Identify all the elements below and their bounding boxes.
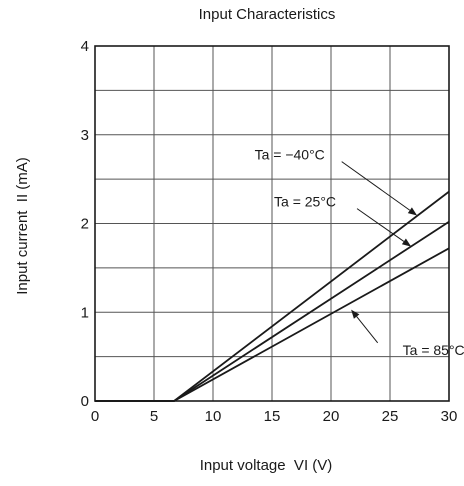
leader-line: [342, 162, 410, 211]
arrowhead: [351, 310, 359, 319]
x-tick-label: 30: [441, 408, 458, 425]
y-tick-label: 1: [81, 304, 89, 321]
y-axis-ticks: 0 1 2 3 4: [81, 38, 89, 410]
x-tick-label: 5: [150, 408, 158, 425]
x-axis-ticks: 0 5 10 15 20 25 30: [91, 408, 458, 425]
chart-title: Input Characteristics: [199, 6, 336, 23]
series-label: Ta = −40°C: [255, 147, 325, 163]
series-label: Ta = 25°C: [274, 194, 336, 210]
series-annotations: Ta = −40°C Ta = 25°C Ta = 85°C: [255, 147, 464, 358]
y-tick-label: 0: [81, 393, 89, 410]
y-tick-label: 3: [81, 127, 89, 144]
x-axis-title: Input voltage VI (V): [200, 457, 333, 474]
arrowhead: [408, 207, 417, 215]
x-tick-label: 25: [382, 408, 399, 425]
x-tick-label: 15: [264, 408, 281, 425]
grid: [95, 46, 449, 401]
arrowhead: [402, 239, 411, 247]
y-axis-title: Input current II (mA): [14, 157, 31, 295]
y-tick-label: 4: [81, 38, 89, 55]
x-tick-label: 10: [205, 408, 222, 425]
y-tick-label: 2: [81, 216, 89, 233]
series-label: Ta = 85°C: [403, 342, 464, 358]
x-tick-label: 0: [91, 408, 99, 425]
x-tick-label: 20: [323, 408, 340, 425]
leader-line: [357, 209, 404, 242]
leader-line: [357, 317, 378, 343]
